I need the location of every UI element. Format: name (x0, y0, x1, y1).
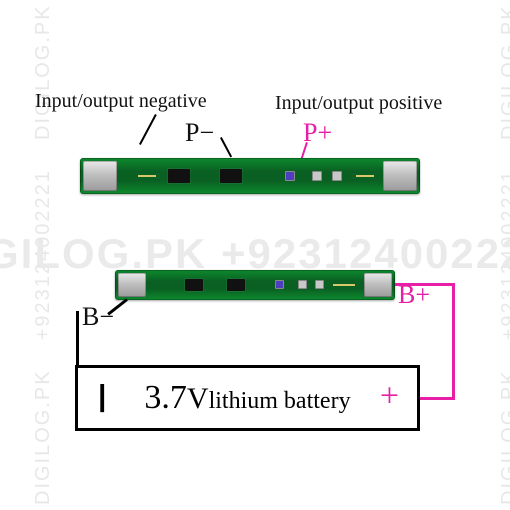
pcb-bottom-chip-1 (185, 279, 203, 291)
label-io-positive: Input/output positive (275, 92, 442, 115)
leader-neg (139, 114, 157, 145)
battery-text: 3.7Vlithium battery (144, 379, 350, 417)
battery-minus-symbol: | (98, 382, 106, 412)
pcb-bottom-smd-2 (298, 280, 307, 289)
pcb-top-pad-left (83, 161, 117, 191)
pcb-top-smd-2 (312, 171, 322, 181)
pcb-bottom-smd-3 (315, 280, 324, 289)
wire-pos-2 (452, 283, 455, 400)
pcb-top (80, 158, 420, 194)
wire-pos-1 (395, 283, 455, 286)
pcb-top-pad-right (383, 161, 417, 191)
pcb-top-chip-1 (168, 169, 190, 183)
pcb-bottom (115, 270, 395, 300)
pcb-bottom-smd-1 (275, 280, 284, 289)
watermark-text-2: DIGILOG.PK +923124002221 DIGILOG.PK +923… (32, 0, 55, 505)
watermark-text-1: DIGILOG.PK +923124002221 DIGILOG.PK +923… (498, 0, 510, 505)
pcb-top-smd-1 (285, 171, 295, 181)
battery-box: | 3.7Vlithium battery + (75, 365, 420, 431)
diagram-stage: DIGILOG.PK +923124002221 DIGILOG.PK +923… (0, 0, 510, 510)
pcb-bottom-pad-right (364, 273, 392, 297)
pcb-bottom-chip-2 (227, 279, 245, 291)
label-p-minus: P− (185, 118, 214, 148)
label-b-minus: B− (82, 302, 114, 332)
pcb-bottom-pad-left (118, 273, 146, 297)
pcb-top-smd-3 (332, 171, 342, 181)
pcb-top-trace-1 (138, 175, 156, 177)
battery-plus-symbol: + (380, 379, 399, 413)
pcb-top-trace-2 (356, 175, 374, 177)
wire-pos-3 (418, 397, 455, 400)
label-io-negative: Input/output negative (35, 90, 207, 113)
wire-neg-2 (76, 311, 79, 366)
pcb-bottom-trace (333, 284, 355, 286)
watermark: DIGILOG.PK +923124002221 DIGILOG.PK +923… (0, 0, 510, 510)
pcb-top-chip-2 (220, 169, 242, 183)
leader-neg-2 (220, 137, 232, 157)
